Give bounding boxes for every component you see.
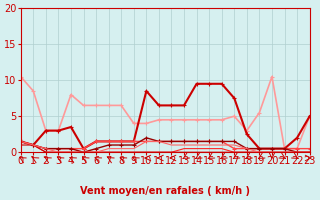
X-axis label: Vent moyen/en rafales ( km/h ): Vent moyen/en rafales ( km/h ) xyxy=(80,186,250,196)
